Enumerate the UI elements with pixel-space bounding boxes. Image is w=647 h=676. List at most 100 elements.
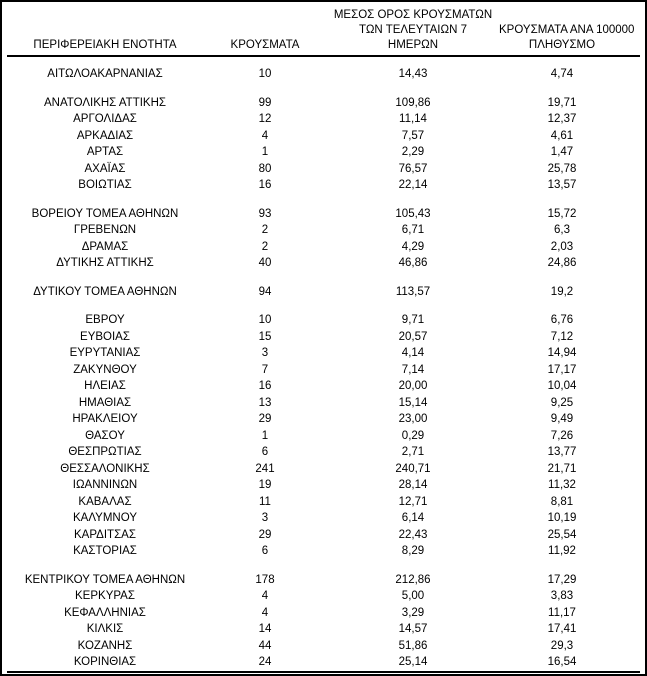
cell-avg7: 6,14 xyxy=(401,512,425,524)
cell-per100k: 17,17 xyxy=(547,363,577,376)
cell-avg7: 2,71 xyxy=(401,446,425,458)
cell-cases: 15 xyxy=(258,330,272,343)
cell-per100k: 12,37 xyxy=(547,113,577,125)
cell-region: ΔΡΑΜΑΣ xyxy=(81,240,129,253)
table-row: ΖΑΚΥΝΘΟΥ 7 7,14 17,17 xyxy=(7,362,640,379)
cell-region: ΘΑΣΟΥ xyxy=(85,429,125,442)
cell-avg7: 0,29 xyxy=(401,429,425,442)
cell-avg7: 20,57 xyxy=(398,330,428,343)
cell-region: ΕΥΡΥΤΑΝΙΑΣ xyxy=(69,347,141,359)
cell-avg7: 46,86 xyxy=(398,257,428,269)
cell-per100k: 13,77 xyxy=(547,446,577,458)
cell-per100k: 15,72 xyxy=(547,207,577,220)
table-row: ΚΕΡΚΥΡΑΣ 4 5,00 3,83 xyxy=(7,588,640,605)
header-cases-column: ΚΡΟΥΣΜΑΤΑ xyxy=(203,38,327,53)
table-row: ΑΧΑΪΑΣ 80 76,57 25,78 xyxy=(7,161,640,178)
cell-per100k: 3,83 xyxy=(550,590,574,602)
cell-per100k: 9,25 xyxy=(550,396,574,409)
cell-cases: 1 xyxy=(261,146,269,158)
cell-per100k: 21,71 xyxy=(547,462,577,475)
cell-region: ΗΛΕΙΑΣ xyxy=(84,380,126,392)
table-row: ΚΑΒΑΛΑΣ 11 12,71 8,81 xyxy=(7,494,640,511)
cell-cases: 241 xyxy=(255,462,275,475)
cell-per100k: 11,17 xyxy=(548,606,576,619)
cell-cases: 29 xyxy=(258,413,272,425)
cell-per100k: 16,54 xyxy=(547,656,577,668)
cell-per100k: 8,81 xyxy=(550,495,574,508)
cell-cases: 6 xyxy=(261,545,269,557)
cell-per100k: 19,71 xyxy=(547,96,577,109)
cell-avg7: 5,00 xyxy=(401,590,425,602)
cell-avg7: 14,43 xyxy=(398,68,428,80)
table-row: ΑΡΓΟΛΙΔΑΣ 12 11,14 12,37 xyxy=(7,111,640,128)
table-group: ΑΝΑΤΟΛΙΚΗΣ ΑΤΤΙΚΗΣ 99 109,86 19,71 ΑΡΓΟΛΙΔΑΣ… xyxy=(7,95,640,194)
cell-cases: 10 xyxy=(258,68,272,80)
cell-cases: 40 xyxy=(258,257,272,269)
cell-region: ΔΥΤΙΚΗΣ ΑΤΤΙΚΗΣ xyxy=(56,257,154,269)
cell-avg7: 15,14 xyxy=(398,396,428,409)
header-region-label: ΠΕΡΙΦΕΡΕΙΑΚΗ ΕΝΟΤΗΤΑ xyxy=(33,39,177,51)
cell-avg7: 7,57 xyxy=(401,129,425,142)
header-region-column: ΠΕΡΙΦΕΡΕΙΑΚΗ ΕΝΟΤΗΤΑ xyxy=(7,38,203,53)
table-group: ΕΒΡΟΥ 10 9,71 6,76 ΕΥΒΟΙΑΣ 15 20,57 7,12 ΕΥΡΥΤΑΝ… xyxy=(7,312,640,560)
cell-per100k: 17,41 xyxy=(547,623,577,635)
table-row: ΗΜΑΘΙΑΣ 13 15,14 9,25 xyxy=(7,395,640,412)
cell-per100k: 4,74 xyxy=(550,68,574,80)
table-row: ΚΕΦΑΛΛΗΝΙΑΣ 4 3,29 11,17 xyxy=(7,605,640,622)
cell-region: ΔΥΤΙΚΟΥ ΤΟΜΕΑ ΑΘΗΝΩΝ xyxy=(33,285,177,298)
table-row: ΔΥΤΙΚΟΥ ΤΟΜΕΑ ΑΘΗΝΩΝ 94 113,57 19,2 xyxy=(7,284,640,301)
cell-region: ΚΑΣΤΟΡΙΑΣ xyxy=(73,545,137,557)
cell-per100k: 6,3 xyxy=(554,224,570,236)
table-row: ΚΟΖΑΝΗΣ 44 51,86 29,3 xyxy=(7,638,640,655)
table-row: ΚΕΝΤΡΙΚΟΥ ΤΟΜΕΑ ΑΘΗΝΩΝ 178 212,86 17,29 xyxy=(7,572,640,589)
cell-avg7: 240,71 xyxy=(395,462,431,475)
cell-avg7: 6,71 xyxy=(401,224,425,236)
cell-region: ΑΡΚΑΔΙΑΣ xyxy=(76,129,134,142)
table-group: ΒΟΡΕΙΟΥ ΤΟΜΕΑ ΑΘΗΝΩΝ 93 105,43 15,72 ΓΡΕΒΕΝΩ… xyxy=(7,206,640,272)
table-row: ΒΟΡΕΙΟΥ ΤΟΜΕΑ ΑΘΗΝΩΝ 93 105,43 15,72 xyxy=(7,206,640,223)
cell-avg7: 3,29 xyxy=(401,606,425,619)
cell-per100k: 11,32 xyxy=(548,479,576,491)
cell-region: ΗΡΑΚΛΕΙΟΥ xyxy=(72,413,138,425)
table-group: ΑΙΤΩΛΟΑΚΑΡΝΑΝΙΑΣ 10 14,43 4,74 xyxy=(7,66,640,83)
cell-avg7: 25,14 xyxy=(398,656,428,668)
table-row: ΚΑΣΤΟΡΙΑΣ 6 8,29 11,92 xyxy=(7,543,640,560)
cell-avg7: 76,57 xyxy=(398,162,428,175)
table-row: ΚΙΛΚΙΣ 14 14,57 17,41 xyxy=(7,621,640,638)
cell-cases: 3 xyxy=(261,347,269,359)
cell-avg7: 20,00 xyxy=(398,380,428,392)
cell-per100k: 24,86 xyxy=(547,257,577,269)
regional-cases-table: ΠΕΡΙΦΕΡΕΙΑΚΗ ΕΝΟΤΗΤΑ ΚΡΟΥΣΜΑΤΑ ΜΕΣΟΣ ΟΡΟ… xyxy=(7,2,640,671)
cell-region: ΕΥΒΟΙΑΣ xyxy=(80,330,130,343)
table-row: ΑΡΚΑΔΙΑΣ 4 7,57 4,61 xyxy=(7,128,640,145)
cell-avg7: 8,29 xyxy=(401,545,425,557)
table-body: ΑΙΤΩΛΟΑΚΑΡΝΑΝΙΑΣ 10 14,43 4,74 ΑΝΑΤΟΛΙΚΗΣ ΑΤ… xyxy=(7,66,640,671)
cell-region: ΑΧΑΪΑΣ xyxy=(84,162,126,175)
cell-region: ΘΕΣΣΑΛΟΝΙΚΗΣ xyxy=(60,462,150,475)
cell-cases: 2 xyxy=(261,240,269,253)
cell-avg7: 4,29 xyxy=(401,240,425,253)
cell-region: ΑΡΓΟΛΙΔΑΣ xyxy=(73,113,137,125)
cell-per100k: 25,78 xyxy=(547,162,577,175)
cell-avg7: 4,14 xyxy=(401,347,425,359)
table-row: ΑΙΤΩΛΟΑΚΑΡΝΑΝΙΑΣ 10 14,43 4,74 xyxy=(7,66,640,83)
table-header-row: ΠΕΡΙΦΕΡΕΙΑΚΗ ΕΝΟΤΗΤΑ ΚΡΟΥΣΜΑΤΑ ΜΕΣΟΣ ΟΡΟ… xyxy=(7,2,640,57)
cell-region: ΚΑΡΔΙΤΣΑΣ xyxy=(74,528,136,541)
cell-region: ΒΟΙΩΤΙΑΣ xyxy=(78,179,132,191)
cell-cases: 14 xyxy=(258,623,272,635)
cell-avg7: 9,71 xyxy=(401,314,425,326)
cell-region: ΚΕΦΑΛΛΗΝΙΑΣ xyxy=(64,606,146,619)
cell-cases: 19 xyxy=(258,479,272,491)
cell-region: ΚΟΖΑΝΗΣ xyxy=(77,639,133,652)
cell-cases: 4 xyxy=(261,590,269,602)
cell-avg7: 14,57 xyxy=(398,623,428,635)
cell-avg7: 7,14 xyxy=(401,363,425,376)
cell-avg7: 28,14 xyxy=(398,479,428,491)
cell-cases: 2 xyxy=(261,224,269,236)
cell-per100k: 14,94 xyxy=(547,347,577,359)
table-row: ΕΥΒΟΙΑΣ 15 20,57 7,12 xyxy=(7,329,640,346)
cell-per100k: 11,92 xyxy=(548,545,576,557)
cell-cases: 4 xyxy=(261,129,269,142)
cell-cases: 94 xyxy=(258,285,272,298)
cell-avg7: 2,29 xyxy=(401,146,425,158)
